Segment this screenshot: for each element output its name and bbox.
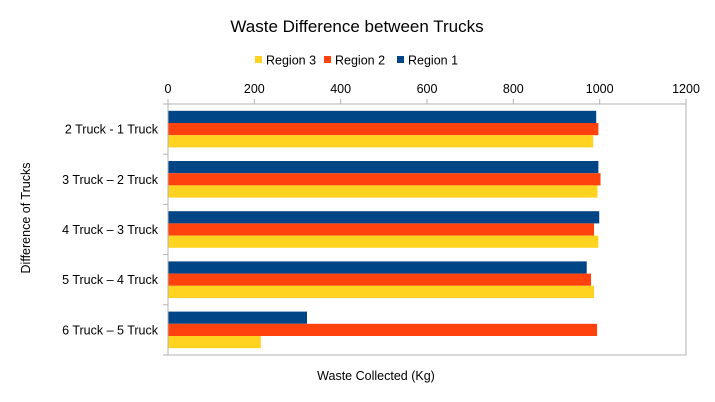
legend-swatch — [324, 56, 331, 63]
x-tick-label: 800 — [503, 82, 524, 96]
category-label: 6 Truck – 5 Truck — [62, 323, 159, 337]
category-label: 3 Truck – 2 Truck — [62, 173, 159, 187]
bar-region-3 — [168, 235, 599, 248]
bar-region-2 — [168, 323, 598, 336]
bar-region-1 — [168, 311, 307, 324]
bar-region-1 — [168, 110, 597, 123]
x-tick-label: 0 — [165, 82, 172, 96]
legend-label: Region 3 — [266, 54, 316, 68]
legend: Region 3 Region 2 Region 1 — [255, 54, 458, 68]
bar-region-2 — [168, 273, 592, 286]
category-label: 5 Truck – 4 Truck — [62, 273, 159, 287]
legend-label: Region 2 — [335, 54, 385, 68]
bar-region-3 — [168, 185, 598, 198]
bar-region-3 — [168, 135, 594, 148]
chart-title: Waste Difference between Trucks — [230, 17, 483, 36]
plot-area: 0 200 400 600 800 1000 1200 2 Truck - 1 Truck 3 … — [62, 82, 700, 356]
bar-region-1 — [168, 161, 599, 174]
category-label: 2 Truck - 1 Truck — [65, 123, 159, 137]
x-tick-label: 1000 — [586, 82, 614, 96]
bar-region-3 — [168, 336, 261, 349]
legend-label: Region 1 — [408, 54, 458, 68]
category-label: 4 Truck – 3 Truck — [62, 223, 159, 237]
x-tick-label: 600 — [417, 82, 438, 96]
bar-region-1 — [168, 261, 587, 274]
x-tick-label: 1200 — [672, 82, 700, 96]
bar-region-3 — [168, 285, 595, 298]
legend-swatch — [397, 56, 404, 63]
legend-swatch — [255, 56, 262, 63]
bar-region-1 — [168, 211, 600, 224]
bar-region-2 — [168, 123, 599, 136]
bar-region-2 — [168, 173, 601, 186]
bar-region-2 — [168, 223, 595, 236]
x-axis-label: Waste Collected (Kg) — [317, 369, 435, 383]
x-tick-label: 200 — [244, 82, 265, 96]
y-axis-label: Difference of Trucks — [19, 163, 33, 274]
x-tick-label: 400 — [330, 82, 351, 96]
